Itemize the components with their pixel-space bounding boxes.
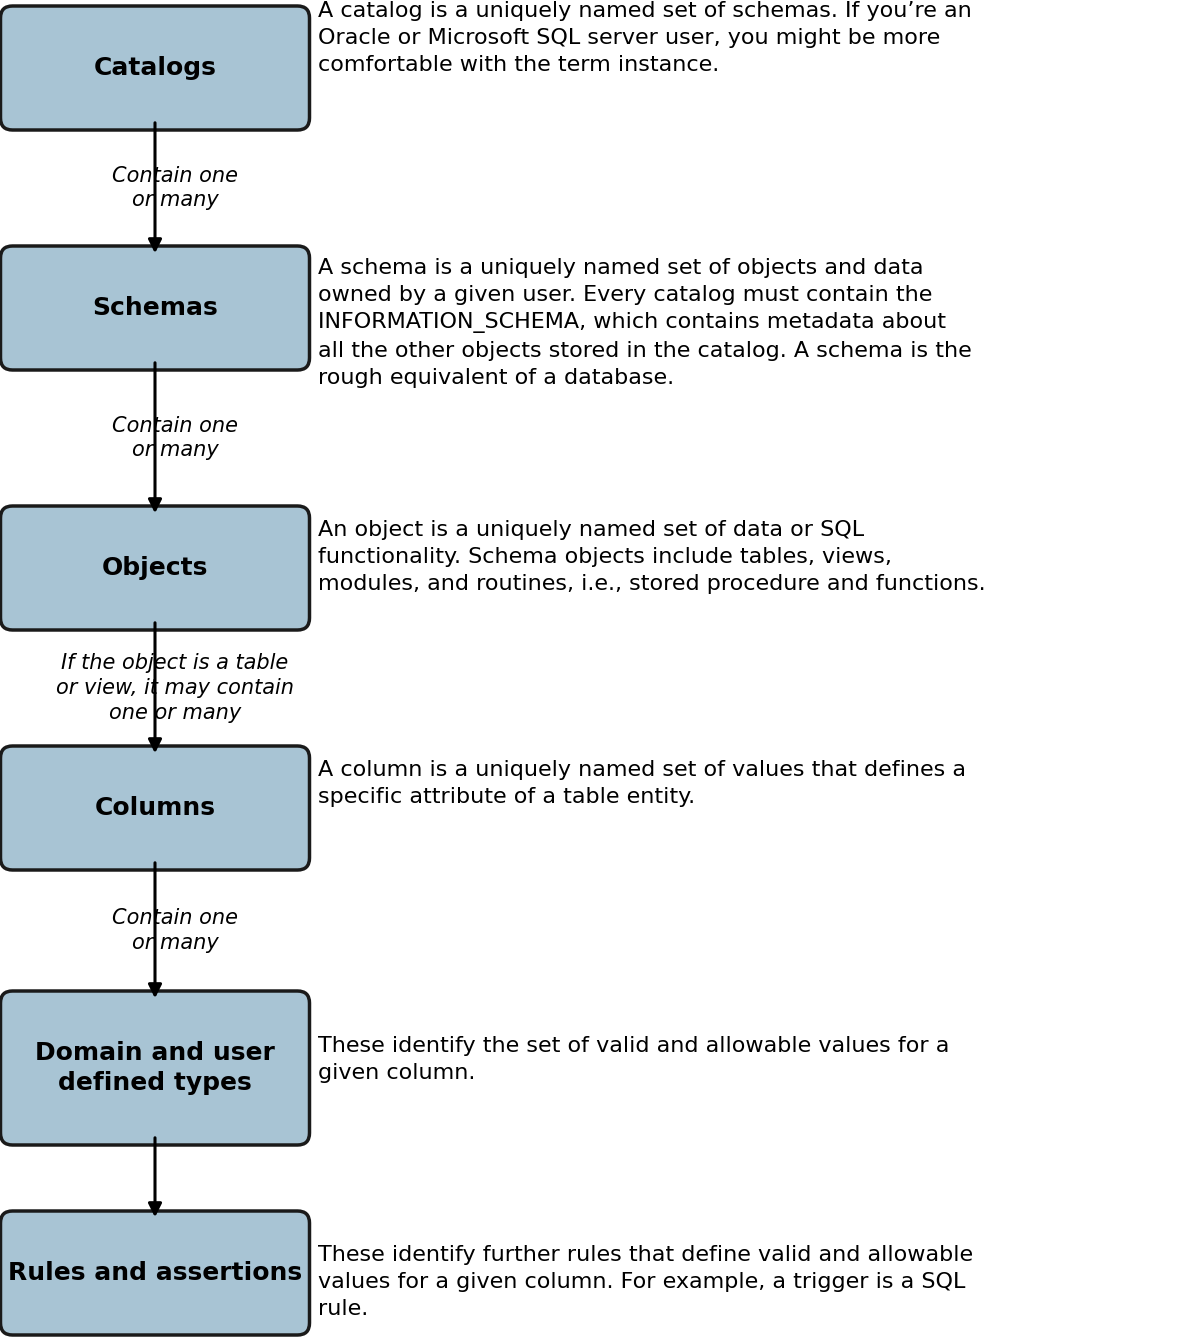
Text: Columns: Columns <box>94 796 215 820</box>
FancyBboxPatch shape <box>0 1211 309 1335</box>
FancyBboxPatch shape <box>0 747 309 870</box>
Text: An object is a uniquely named set of data or SQL
functionality. Schema objects i: An object is a uniquely named set of dat… <box>318 520 985 594</box>
Text: A column is a uniquely named set of values that defines a
specific attribute of : A column is a uniquely named set of valu… <box>318 760 966 807</box>
FancyBboxPatch shape <box>0 5 309 130</box>
Text: Schemas: Schemas <box>92 296 217 320</box>
FancyBboxPatch shape <box>0 506 309 630</box>
Text: A catalog is a uniquely named set of schemas. If you’re an
Oracle or Microsoft S: A catalog is a uniquely named set of sch… <box>318 1 972 75</box>
Text: Contain one
or many: Contain one or many <box>112 416 238 460</box>
Text: Objects: Objects <box>101 557 208 579</box>
Text: These identify the set of valid and allowable values for a
given column.: These identify the set of valid and allo… <box>318 1036 949 1084</box>
Text: Catalogs: Catalogs <box>93 56 216 80</box>
FancyBboxPatch shape <box>0 991 309 1145</box>
FancyBboxPatch shape <box>0 246 309 371</box>
Text: A schema is a uniquely named set of objects and data
owned by a given user. Ever: A schema is a uniquely named set of obje… <box>318 258 972 388</box>
Text: Contain one
or many: Contain one or many <box>112 909 238 953</box>
Text: These identify further rules that define valid and allowable
values for a given : These identify further rules that define… <box>318 1244 973 1319</box>
Text: Contain one
or many: Contain one or many <box>112 166 238 210</box>
Text: If the object is a table
or view, it may contain
one or many: If the object is a table or view, it may… <box>56 653 294 723</box>
Text: Domain and user
defined types: Domain and user defined types <box>35 1041 275 1096</box>
Text: Rules and assertions: Rules and assertions <box>8 1260 302 1284</box>
